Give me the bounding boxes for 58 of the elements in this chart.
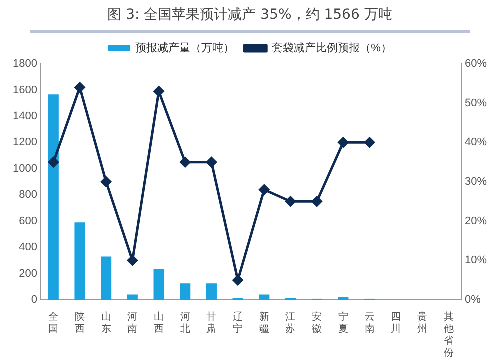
- y-tick-label: 1800: [12, 58, 38, 70]
- x-tick-label: 辽宁: [233, 310, 244, 335]
- point: [74, 82, 86, 93]
- y2-tick-label: 20%: [464, 215, 488, 228]
- y-tick-label: 400: [19, 242, 38, 254]
- legend-label: 套袋减产比例预报（%）: [272, 42, 392, 55]
- x-tick-label: 山东: [101, 310, 112, 335]
- point: [127, 255, 138, 266]
- x-tick-label: 全国: [48, 310, 59, 335]
- bar: [74, 222, 86, 300]
- x-tick-label: 新疆: [259, 310, 270, 335]
- x-tick-label: 河南: [128, 310, 138, 335]
- y2-tick-label: 10%: [464, 254, 488, 267]
- bar: [127, 294, 138, 300]
- chart-title: 图 3: 全国苹果预计减产 35%，约 1566 万吨: [30, 0, 470, 33]
- bar: [101, 256, 112, 300]
- x-tick-label: 陕西: [74, 310, 85, 335]
- bar: [180, 284, 191, 300]
- x-tick-label: 安徽: [312, 310, 322, 335]
- x-tick-label: 甘肃: [206, 310, 217, 335]
- point: [180, 157, 191, 168]
- point: [364, 137, 376, 148]
- point: [232, 275, 244, 286]
- x-tick-label: 山西: [154, 310, 164, 335]
- point: [101, 176, 112, 188]
- y2-tick-label: 60%: [464, 58, 488, 70]
- x-tick-label: 云南: [364, 312, 375, 335]
- y-tick-label: 800: [19, 189, 38, 202]
- point: [48, 157, 59, 168]
- bar: [259, 294, 270, 300]
- point: [154, 86, 164, 97]
- bar: [206, 284, 217, 300]
- x-tick-label: 江苏: [286, 310, 296, 335]
- x-tick-label: 四川: [391, 312, 402, 335]
- x-tick-label: 贵州: [417, 310, 428, 335]
- x-tick-label: 其他省份: [444, 310, 454, 359]
- point: [312, 196, 322, 207]
- bar: [154, 269, 164, 300]
- point: [338, 137, 349, 148]
- point: [206, 157, 217, 168]
- y2-tick-label: 0%: [464, 294, 482, 306]
- bar: [338, 297, 349, 300]
- bar: [48, 94, 59, 300]
- y2-tick-label: 50%: [464, 97, 488, 110]
- y-tick-label: 1600: [12, 84, 38, 96]
- y-tick-label: 1400: [12, 110, 38, 122]
- point: [285, 196, 296, 207]
- y2-tick-label: 40%: [464, 136, 488, 149]
- y-tick-label: 1200: [12, 136, 38, 149]
- legend-label: 预报减产量（万吨）: [136, 42, 235, 55]
- point: [259, 184, 270, 196]
- y2-tick-label: 30%: [464, 176, 488, 188]
- x-tick-label: 宁夏: [338, 310, 348, 335]
- y-tick-label: 600: [19, 215, 38, 228]
- y-tick-label: 200: [19, 268, 38, 280]
- y-tick-label: 0: [31, 294, 38, 306]
- x-tick-label: 河北: [180, 310, 190, 335]
- y-tick-label: 1000: [12, 162, 38, 175]
